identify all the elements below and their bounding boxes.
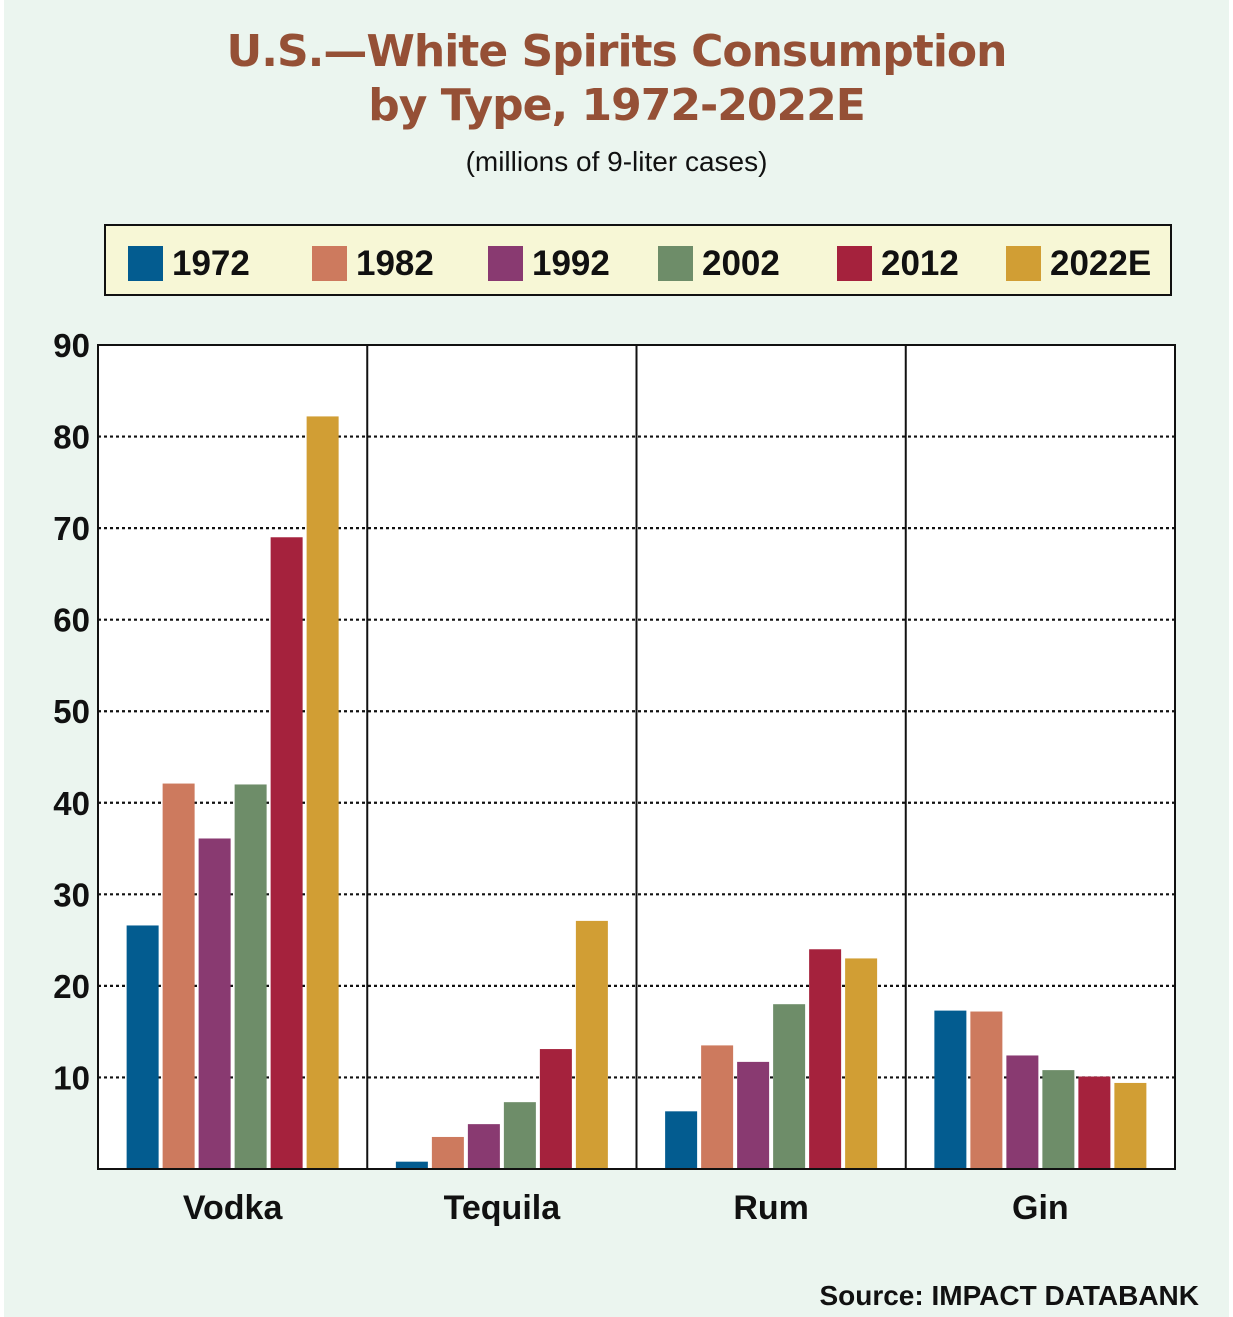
bar-vodka-2012 [270, 537, 303, 1169]
y-axis-ticks: 10 20 30 40 50 60 70 80 90 [53, 327, 90, 1096]
legend-swatch [128, 246, 163, 281]
source-note: Source: IMPACT DATABANK [819, 1280, 1199, 1311]
bar-rum-1992 [737, 1061, 770, 1169]
y-tick-label: 70 [53, 510, 90, 547]
bar-vodka-2022e [306, 416, 339, 1169]
y-tick-label: 10 [53, 1059, 90, 1096]
chart-title-line-1: U.S.—White Spirits Consumption [226, 26, 1008, 77]
y-tick-label: 90 [53, 327, 90, 364]
bar-tequila-1982 [431, 1136, 464, 1169]
bar-tequila-2022e [575, 920, 608, 1169]
legend-swatch [837, 246, 872, 281]
bar-gin-2022e [1114, 1082, 1147, 1169]
y-tick-label: 50 [53, 693, 90, 730]
bar-vodka-2002 [234, 784, 267, 1169]
legend-label: 1972 [172, 244, 250, 283]
legend-swatch [312, 246, 347, 281]
bar-rum-2022e [845, 958, 878, 1169]
bar-tequila-2012 [539, 1049, 572, 1169]
chart-title-line-2: by Type, 1972-2022E [368, 80, 866, 131]
legend-label: 1992 [532, 244, 610, 283]
x-axis-categories: Vodka Tequila Rum Gin [183, 1189, 1069, 1227]
legend-label: 2022E [1050, 244, 1152, 283]
x-category-label: Rum [733, 1189, 809, 1227]
bar-gin-2002 [1042, 1070, 1075, 1169]
legend-swatch [488, 246, 523, 281]
bar-gin-1992 [1006, 1055, 1039, 1169]
bar-gin-1982 [970, 1011, 1003, 1169]
y-tick-label: 20 [53, 968, 90, 1005]
legend-swatch [1006, 246, 1041, 281]
bar-rum-1982 [701, 1045, 734, 1169]
bar-tequila-2002 [503, 1102, 536, 1169]
y-tick-label: 40 [53, 785, 90, 822]
y-tick-label: 60 [53, 602, 90, 639]
x-category-label: Vodka [183, 1189, 284, 1227]
bar-rum-2002 [773, 1004, 806, 1169]
bar-vodka-1992 [198, 838, 231, 1169]
x-category-label: Gin [1012, 1189, 1069, 1227]
x-category-label: Tequila [444, 1189, 562, 1227]
y-tick-label: 80 [53, 419, 90, 456]
legend-label: 1982 [356, 244, 434, 283]
chart-legend: 1972 1982 1992 2002 2012 2022E [104, 224, 1172, 296]
bar-gin-2012 [1078, 1076, 1111, 1169]
bars [126, 416, 1147, 1169]
bar-rum-2012 [809, 949, 842, 1169]
bar-gin-1972 [934, 1010, 967, 1169]
bar-tequila-1972 [395, 1161, 428, 1169]
y-tick-label: 30 [53, 876, 90, 913]
bar-vodka-1972 [126, 925, 159, 1169]
legend-label: 2002 [702, 244, 780, 283]
legend-swatch [658, 246, 693, 281]
legend-label: 2012 [881, 244, 959, 283]
chart-subtitle: (millions of 9-liter cases) [465, 146, 768, 177]
bar-tequila-1992 [467, 1124, 500, 1169]
bar-rum-1972 [665, 1111, 698, 1169]
plot-frame [97, 344, 1176, 1170]
bar-vodka-1982 [162, 783, 195, 1169]
